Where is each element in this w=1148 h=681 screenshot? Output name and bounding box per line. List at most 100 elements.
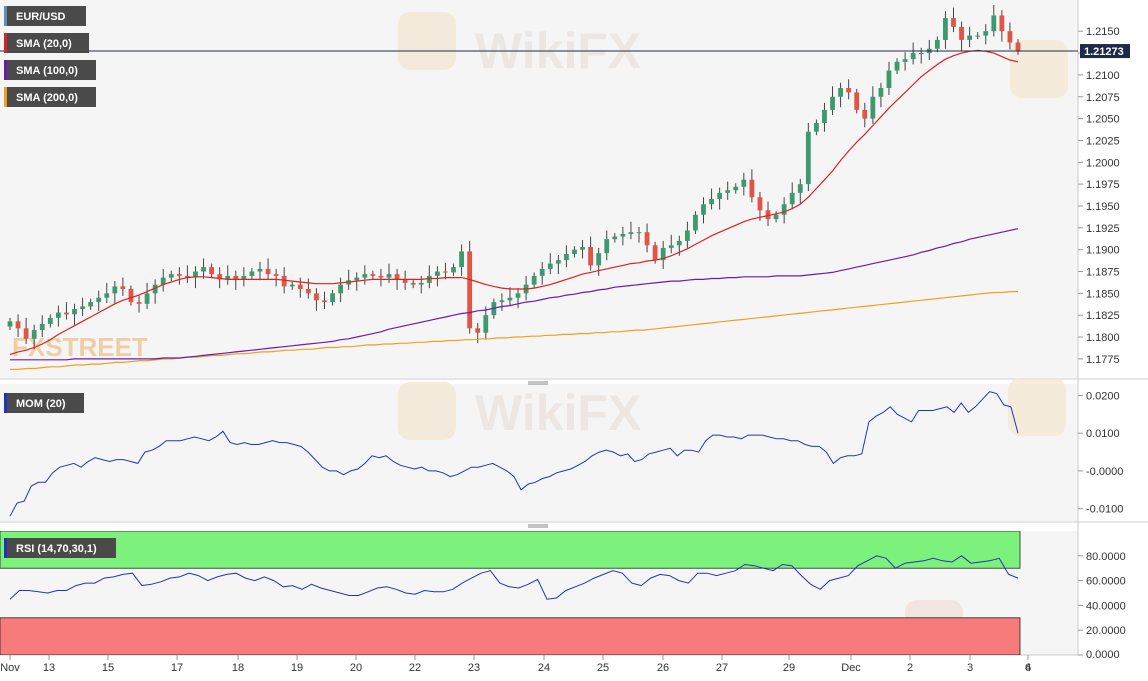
x-axis-label: 23 bbox=[468, 662, 480, 674]
price-axis-label: 1.1850 bbox=[1086, 288, 1120, 300]
candle-body bbox=[749, 179, 755, 198]
x-axis-label: 2 bbox=[907, 662, 913, 674]
svg-text:SMA (100,0): SMA (100,0) bbox=[16, 65, 78, 77]
candle-body bbox=[886, 70, 892, 89]
x-axis-label: 15 bbox=[102, 662, 114, 674]
candle-body bbox=[612, 236, 618, 240]
candle-body bbox=[176, 274, 182, 276]
momentum-resize-handle[interactable] bbox=[528, 381, 548, 385]
candle-body bbox=[467, 251, 473, 329]
candle-body bbox=[193, 271, 198, 278]
candle-body bbox=[443, 271, 448, 273]
candle-body bbox=[64, 312, 69, 315]
candle-body bbox=[943, 18, 948, 40]
candle-body bbox=[55, 312, 61, 318]
candle-body bbox=[684, 230, 690, 241]
candle-body bbox=[168, 274, 174, 278]
price-axis-label: 1.2025 bbox=[1086, 135, 1120, 147]
legend-rsi[interactable]: RSI (14,70,30,1) bbox=[4, 538, 116, 558]
legend-momentum[interactable]: MOM (20) bbox=[4, 393, 84, 413]
price-axis-label: 1.2150 bbox=[1086, 26, 1120, 38]
axes: 1.21501.21251.21001.20751.20501.20251.20… bbox=[0, 26, 1126, 674]
rsi-overbought-zone bbox=[0, 531, 1021, 569]
candle-body bbox=[531, 275, 537, 285]
candle-body bbox=[773, 214, 779, 220]
sma100-line bbox=[10, 228, 1019, 361]
momentum-axis-label: -0.0000 bbox=[1086, 466, 1123, 478]
candle-body bbox=[652, 245, 658, 261]
svg-text:SMA (200,0): SMA (200,0) bbox=[16, 92, 78, 104]
rsi-resize-handle[interactable] bbox=[528, 524, 548, 528]
svg-text:EUR/USD: EUR/USD bbox=[16, 11, 66, 23]
candle-body bbox=[822, 109, 827, 123]
candle-body bbox=[394, 274, 400, 280]
candle-body bbox=[201, 267, 206, 272]
candle-body bbox=[604, 239, 610, 254]
current-price-tag bbox=[1080, 44, 1130, 59]
candle-body bbox=[547, 263, 553, 269]
x-axis-label: 26 bbox=[657, 662, 669, 674]
candle-body bbox=[644, 232, 650, 246]
candle-body bbox=[281, 275, 287, 287]
candle-body bbox=[757, 197, 763, 211]
candle-body bbox=[959, 26, 964, 40]
candle-body bbox=[765, 210, 771, 220]
candle-body bbox=[152, 284, 158, 294]
candle-body bbox=[370, 274, 376, 276]
candle-body bbox=[814, 122, 819, 132]
x-axis-label: 4 bbox=[1025, 662, 1031, 674]
candle-body bbox=[289, 284, 295, 287]
candle-body bbox=[297, 284, 303, 289]
legend-symbol[interactable]: EUR/USD bbox=[4, 6, 86, 26]
candle-body bbox=[620, 233, 626, 237]
legend-sma20[interactable]: SMA (20,0) bbox=[4, 33, 89, 53]
candle-body bbox=[725, 190, 731, 193]
svg-text:MOM (20): MOM (20) bbox=[16, 398, 66, 410]
price-plot bbox=[7, 5, 1021, 370]
momentum-plot bbox=[9, 391, 1019, 517]
x-axis-label: 6 bbox=[1025, 662, 1031, 674]
legend-sma200[interactable]: SMA (200,0) bbox=[4, 87, 96, 107]
candle-body bbox=[797, 184, 803, 193]
candle-body bbox=[781, 204, 787, 215]
candle-body bbox=[354, 277, 360, 281]
candle-body bbox=[709, 198, 714, 205]
candle-body bbox=[902, 59, 908, 62]
candle-body bbox=[426, 275, 432, 283]
candle-body bbox=[483, 315, 489, 333]
candle-body bbox=[539, 268, 545, 276]
candle-body bbox=[676, 240, 682, 246]
candle-body bbox=[983, 31, 989, 36]
price-axis-label: 1.2000 bbox=[1086, 157, 1120, 169]
candle-body bbox=[951, 18, 956, 27]
candle-body bbox=[160, 277, 166, 285]
price-axis-label: 1.1875 bbox=[1086, 267, 1120, 279]
candle-body bbox=[507, 297, 513, 301]
x-axis-label: 18 bbox=[232, 662, 244, 674]
svg-text:RSI (14,70,30,1): RSI (14,70,30,1) bbox=[16, 543, 97, 555]
candle-body bbox=[564, 254, 569, 261]
candle-body bbox=[410, 282, 416, 285]
legend-sma100[interactable]: SMA (100,0) bbox=[4, 60, 96, 80]
price-axis-label: 1.1975 bbox=[1086, 179, 1120, 191]
rsi-plot bbox=[0, 531, 1021, 655]
sma20-line bbox=[9, 49, 1019, 356]
candle-body bbox=[112, 286, 118, 294]
candle-body bbox=[15, 321, 21, 329]
candle-body bbox=[451, 267, 456, 273]
candle-body bbox=[572, 249, 577, 255]
momentum-line bbox=[9, 391, 1019, 517]
candle-body bbox=[265, 268, 271, 275]
candle-body bbox=[47, 317, 53, 324]
x-axis-label: 27 bbox=[716, 662, 728, 674]
candle-body bbox=[7, 321, 13, 327]
svg-text:SMA (20,0): SMA (20,0) bbox=[16, 38, 72, 50]
candle-body bbox=[80, 306, 85, 310]
candle-body bbox=[330, 293, 335, 303]
price-axis-label: 1.1775 bbox=[1086, 354, 1120, 366]
candle-body bbox=[378, 275, 384, 278]
candle-body bbox=[596, 253, 602, 266]
candle-body bbox=[701, 204, 706, 215]
price-axis-label: 1.1925 bbox=[1086, 223, 1120, 235]
